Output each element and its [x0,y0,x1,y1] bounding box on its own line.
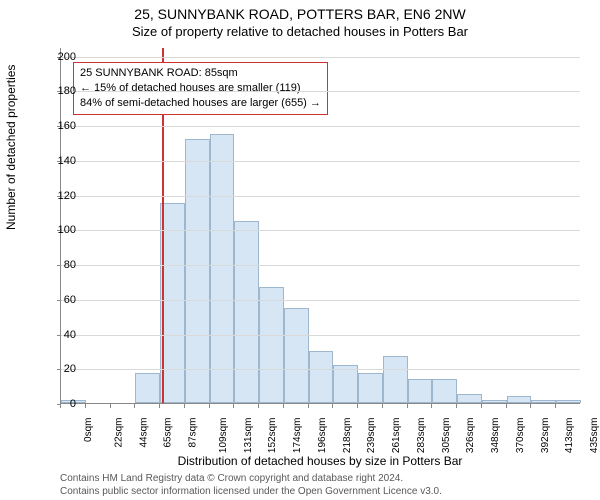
bar [234,221,259,403]
x-tick-label: 65sqm [163,418,174,448]
x-tick-mark [85,404,86,408]
x-tick-label: 0sqm [83,418,94,442]
x-tick-mark [530,404,531,408]
bar [531,400,556,403]
y-tick-label: 60 [46,294,76,306]
x-tick-label: 305sqm [441,418,452,454]
x-tick-mark [407,404,408,408]
x-tick-mark [555,404,556,408]
bar [556,400,581,403]
footer-line: Contains public sector information licen… [60,486,580,499]
footer-text: Contains HM Land Registry data © Crown c… [60,473,580,498]
chart-title: 25, SUNNYBANK ROAD, POTTERS BAR, EN6 2NW [0,6,600,22]
y-tick-label: 120 [46,190,76,202]
x-tick-label: 152sqm [267,418,278,454]
x-tick-mark [431,404,432,408]
x-tick-mark [258,404,259,408]
x-tick-mark [110,404,111,408]
gridline [61,126,580,127]
x-tick-mark [159,404,160,408]
bar [457,394,482,403]
gridline [61,369,580,370]
gridline [61,335,580,336]
chart-subtitle: Size of property relative to detached ho… [0,24,600,39]
x-tick-label: 218sqm [342,418,353,454]
gridline [61,91,580,92]
x-tick-label: 370sqm [515,418,526,454]
gridline [61,161,580,162]
gridline [61,196,580,197]
y-tick-label: 160 [46,120,76,132]
x-tick-label: 131sqm [243,418,254,454]
annotation-box: 25 SUNNYBANK ROAD: 85sqm← 15% of detache… [73,62,328,115]
x-tick-mark [456,404,457,408]
bar [284,308,309,404]
y-tick-label: 20 [46,363,76,375]
x-tick-mark [308,404,309,408]
x-tick-label: 413sqm [565,418,576,454]
x-tick-mark [357,404,358,408]
x-tick-label: 109sqm [218,418,229,454]
x-tick-label: 261sqm [391,418,402,454]
annotation-line: 84% of semi-detached houses are larger (… [80,96,321,111]
bar [383,356,408,403]
y-tick-label: 40 [46,329,76,341]
gridline [61,265,580,266]
bar [358,373,383,403]
bar [408,379,433,403]
x-tick-label: 87sqm [188,418,199,448]
bar [432,379,457,403]
x-tick-mark [332,404,333,408]
x-tick-label: 435sqm [589,418,600,454]
y-tick-label: 140 [46,155,76,167]
y-tick-label: 80 [46,259,76,271]
x-tick-mark [233,404,234,408]
bar [135,373,160,403]
x-tick-mark [134,404,135,408]
bar [259,287,284,403]
annotation-line: ← 15% of detached houses are smaller (11… [80,81,321,96]
bar [210,134,235,403]
y-tick-label: 0 [46,398,76,410]
y-tick-label: 200 [46,51,76,63]
bar [333,365,358,403]
gridline [61,300,580,301]
bar [185,139,210,403]
x-tick-mark [506,404,507,408]
y-tick-label: 180 [46,85,76,97]
x-axis-label: Distribution of detached houses by size … [60,454,580,468]
x-tick-label: 392sqm [540,418,551,454]
bar [309,351,334,403]
x-tick-mark [209,404,210,408]
x-tick-mark [481,404,482,408]
x-tick-mark [60,404,61,408]
gridline [61,230,580,231]
y-tick-label: 100 [46,224,76,236]
x-tick-label: 44sqm [138,418,149,448]
x-tick-mark [283,404,284,408]
x-tick-mark [382,404,383,408]
x-tick-mark [184,404,185,408]
gridline [61,57,580,58]
annotation-line: 25 SUNNYBANK ROAD: 85sqm [80,66,321,81]
plot-area: 25 SUNNYBANK ROAD: 85sqm← 15% of detache… [60,48,580,404]
x-tick-label: 348sqm [490,418,501,454]
footer-line: Contains HM Land Registry data © Crown c… [60,473,580,486]
chart-container: 25, SUNNYBANK ROAD, POTTERS BAR, EN6 2NW… [0,0,600,500]
x-tick-label: 239sqm [366,418,377,454]
x-tick-label: 196sqm [317,418,328,454]
bar [507,396,532,403]
x-tick-label: 283sqm [416,418,427,454]
x-tick-label: 22sqm [113,418,124,448]
bar [482,400,507,403]
y-axis-label: Number of detached properties [4,65,18,230]
x-tick-label: 174sqm [292,418,303,454]
x-tick-label: 326sqm [466,418,477,454]
